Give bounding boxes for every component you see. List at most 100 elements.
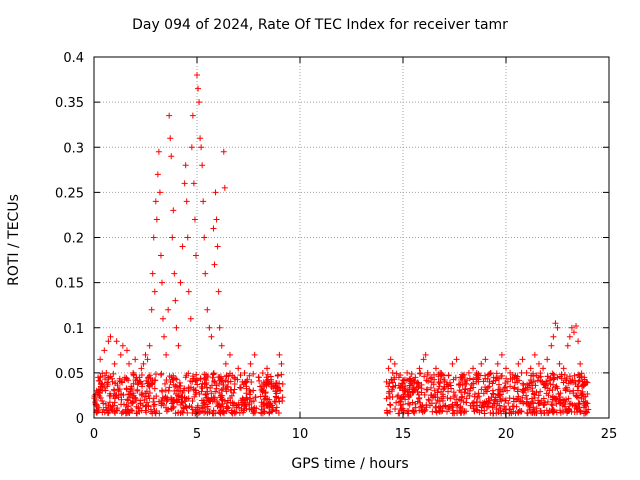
data-points-group xyxy=(93,72,590,403)
baseline-point xyxy=(492,396,499,403)
data-point xyxy=(109,378,116,385)
baseline-point xyxy=(445,404,452,411)
baseline-point xyxy=(580,398,587,405)
data-point xyxy=(194,72,200,79)
baseline-point xyxy=(426,397,433,404)
baseline-point xyxy=(386,394,393,401)
baseline-point xyxy=(257,383,264,390)
data-point xyxy=(474,374,481,381)
data-point xyxy=(387,356,394,363)
baseline-point xyxy=(168,374,175,381)
baseline-point xyxy=(450,376,457,383)
baseline-point xyxy=(229,410,236,417)
data-point xyxy=(251,351,258,358)
baseline-point xyxy=(118,401,125,408)
data-point xyxy=(146,342,153,349)
baseline-point xyxy=(177,410,184,416)
baseline-point xyxy=(393,399,400,406)
y-tick-label: 0.2 xyxy=(63,232,84,247)
data-point xyxy=(103,369,110,376)
baseline-point xyxy=(437,404,444,411)
baseline-point xyxy=(160,401,167,408)
baseline-point xyxy=(383,395,390,402)
baseline-point xyxy=(540,395,547,402)
data-point xyxy=(453,356,460,363)
baseline-point xyxy=(248,404,255,411)
baseline-point xyxy=(452,392,459,399)
baseline-point xyxy=(485,403,492,410)
baseline-point xyxy=(512,410,519,417)
data-point xyxy=(148,306,155,313)
data-point xyxy=(445,383,452,390)
baseline-point xyxy=(417,370,424,377)
baseline-point xyxy=(210,396,217,403)
baseline-point xyxy=(535,374,542,381)
data-point xyxy=(204,306,211,313)
baseline-point xyxy=(452,399,459,406)
data-point xyxy=(573,322,580,329)
data-point xyxy=(184,234,191,241)
baseline-point xyxy=(187,384,194,391)
baseline-point xyxy=(193,408,200,415)
data-point xyxy=(391,360,398,367)
baseline-point xyxy=(575,383,582,390)
baseline-point xyxy=(169,396,176,403)
baseline-point xyxy=(178,393,185,400)
baseline-point xyxy=(515,409,522,416)
baseline-noise-group xyxy=(91,369,592,417)
baseline-point xyxy=(546,387,553,394)
baseline-point xyxy=(194,377,201,384)
baseline-point xyxy=(584,400,591,407)
baseline-point xyxy=(161,380,168,387)
baseline-point xyxy=(269,407,276,414)
baseline-point xyxy=(528,409,535,416)
baseline-point xyxy=(516,377,523,384)
baseline-point xyxy=(456,387,463,394)
baseline-point xyxy=(506,395,513,402)
baseline-point xyxy=(504,378,511,385)
baseline-point xyxy=(415,380,422,387)
data-point xyxy=(470,365,477,372)
baseline-point xyxy=(572,402,579,409)
baseline-point xyxy=(146,390,153,397)
baseline-point xyxy=(204,388,211,395)
baseline-point xyxy=(561,371,568,378)
data-point xyxy=(206,324,213,331)
data-point xyxy=(123,347,130,354)
baseline-point xyxy=(139,402,146,409)
baseline-point xyxy=(111,408,118,415)
baseline-point xyxy=(150,402,157,409)
data-point xyxy=(201,234,208,241)
baseline-point xyxy=(556,400,563,407)
baseline-point xyxy=(123,385,130,392)
baseline-point xyxy=(125,403,132,410)
baseline-point xyxy=(407,375,414,382)
data-point xyxy=(171,270,178,277)
baseline-point xyxy=(210,371,217,378)
data-point xyxy=(192,252,199,259)
baseline-point xyxy=(579,391,586,398)
baseline-point xyxy=(469,400,476,407)
baseline-point xyxy=(428,384,435,391)
baseline-point xyxy=(384,409,391,416)
baseline-point xyxy=(433,400,440,407)
baseline-point xyxy=(463,399,470,406)
baseline-point xyxy=(524,384,531,391)
baseline-point xyxy=(178,399,185,406)
x-tick-label: 10 xyxy=(292,427,309,442)
baseline-point xyxy=(120,391,127,398)
baseline-point xyxy=(435,379,442,386)
baseline-point xyxy=(390,384,397,391)
baseline-point xyxy=(456,396,463,403)
baseline-point xyxy=(573,405,580,412)
baseline-point xyxy=(419,408,426,415)
data-point xyxy=(191,216,198,223)
x-tick-label: 20 xyxy=(498,427,515,442)
baseline-point xyxy=(512,379,518,386)
baseline-point xyxy=(274,372,281,379)
baseline-point xyxy=(99,380,106,387)
baseline-point xyxy=(495,381,502,388)
data-point xyxy=(140,360,147,367)
y-axis-label: ROTI / TECUs xyxy=(6,194,22,286)
baseline-point xyxy=(279,381,286,388)
